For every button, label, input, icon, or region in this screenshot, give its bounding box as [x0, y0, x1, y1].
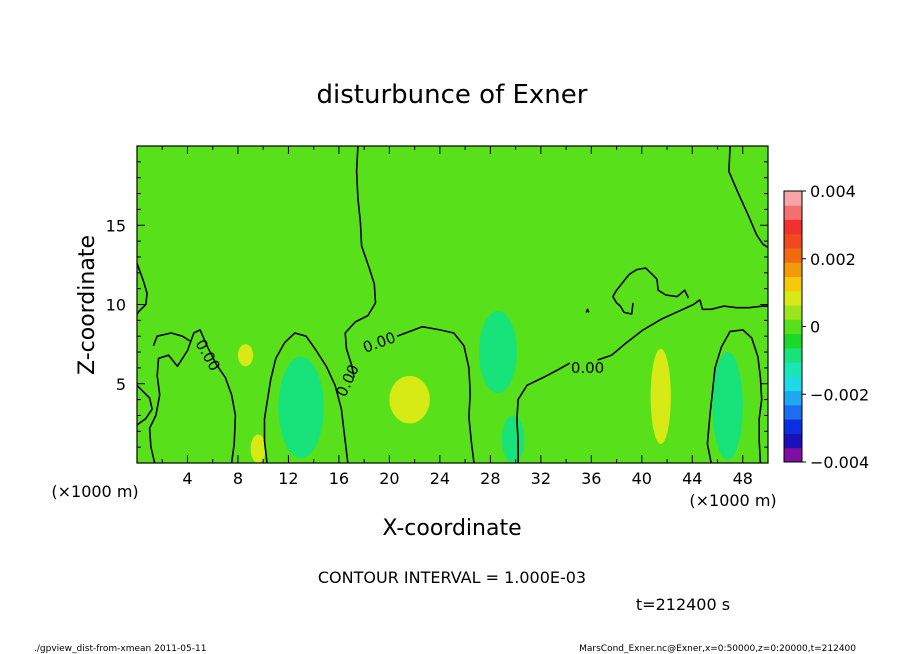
zero-contour-line [344, 146, 377, 378]
zero-contour-line [612, 267, 690, 299]
x-tick-label: 4 [182, 469, 192, 488]
zero-contour-line [137, 263, 148, 315]
colorbar-swatch [784, 205, 802, 220]
x-tick-label: 20 [379, 469, 399, 488]
footer-file-info: MarsCond_Exner.nc@Exner,x=0:50000,z=0:20… [579, 644, 856, 654]
field-region [650, 348, 671, 444]
colorbar-swatch [784, 404, 802, 420]
colorbar-swatch [784, 219, 802, 235]
x-unit-label-right: (×1000 m) [689, 491, 776, 510]
x-tick-label: 16 [329, 469, 349, 488]
x-unit-label-left: (×1000 m) [51, 482, 138, 501]
zero-contour-line [516, 362, 571, 463]
y-tick-label: 15 [106, 216, 126, 235]
zero-contour-line [597, 299, 701, 361]
contour-label: 0.00 [571, 359, 604, 377]
colorbar-swatch [784, 191, 802, 206]
zero-contour-line [706, 329, 763, 463]
chart-title: disturbunce of Exner [317, 80, 588, 110]
field-region [712, 352, 743, 460]
field-region [389, 375, 430, 424]
zero-contour-line [152, 332, 191, 346]
x-tick-label: 40 [632, 469, 652, 488]
zero-contour-line [148, 329, 237, 463]
colorbar-swatch [784, 419, 802, 434]
colorbar-swatch [784, 376, 802, 392]
zero-contour-line [612, 296, 634, 315]
x-tick-label: 28 [480, 469, 500, 488]
x-tick-label: 44 [682, 469, 702, 488]
zero-contour-line [585, 308, 590, 313]
colorbar-swatch [784, 233, 802, 249]
colorbar-swatch [784, 447, 802, 463]
zero-contour-line [396, 325, 475, 463]
y-axis-label: Z-coordinate [75, 235, 100, 375]
colorbar-tick-label: 0 [810, 318, 820, 337]
colorbar-swatch [784, 248, 802, 263]
colorbar-tick-label: −0.004 [810, 453, 869, 472]
y-tick-label: 5 [116, 375, 126, 394]
colorbar-swatch [784, 333, 802, 349]
colorbar-swatch [784, 319, 802, 335]
x-tick-label: 48 [733, 469, 753, 488]
x-axis-label: X-coordinate [382, 516, 521, 541]
colorbar-tick-label: −0.002 [810, 385, 869, 404]
x-tick-label: 24 [430, 469, 450, 488]
zero-contour-line [263, 332, 349, 463]
colorbar-ticks: 0.004 0.002 0 −0.002 −0.004 [802, 182, 869, 472]
x-tick-label: 32 [531, 469, 551, 488]
field-region [479, 310, 517, 394]
colorbar-swatch [784, 347, 802, 363]
time-text: t=212400 s [636, 595, 730, 614]
field-region [250, 434, 266, 463]
x-tick-label: 36 [581, 469, 601, 488]
colorbar-tick-label: 0.002 [810, 250, 856, 269]
colorbar-swatch [784, 276, 802, 292]
colorbar-swatch [784, 362, 802, 377]
zero-contour-line [699, 299, 768, 311]
y-tick-label: 10 [106, 296, 126, 315]
x-tick-label: 8 [233, 469, 243, 488]
footer-script-info: ./gpview_dist-from-xmean 2011-05-11 [34, 644, 206, 654]
contour-layer [137, 146, 768, 463]
zero-contour-line [137, 384, 153, 426]
field-layer [137, 146, 768, 463]
colorbar-swatch [784, 290, 802, 306]
contour-interval-text: CONTOUR INTERVAL = 1.000E-03 [318, 568, 586, 587]
colorbar-swatch [784, 305, 802, 320]
colorbar [783, 190, 803, 463]
field-region [237, 344, 254, 367]
y-axis-ticks: 5 10 15 [106, 161, 768, 448]
colorbar-swatch [784, 390, 802, 406]
field-background [137, 146, 768, 463]
field-region [501, 415, 525, 463]
plot-area: 0.000.000.000.00 4 8 12 16 20 24 28 32 36 40 44 48 … [106, 145, 769, 488]
x-tick-label: 12 [278, 469, 298, 488]
x-axis-ticks: 4 8 12 16 20 24 28 32 36 40 44 48 [161, 146, 753, 488]
colorbar-tick-label: 0.004 [810, 182, 856, 201]
zero-contour-line [728, 146, 768, 249]
colorbar-swatch [784, 433, 802, 449]
colorbar-swatch [784, 262, 802, 277]
field-region [278, 356, 324, 459]
